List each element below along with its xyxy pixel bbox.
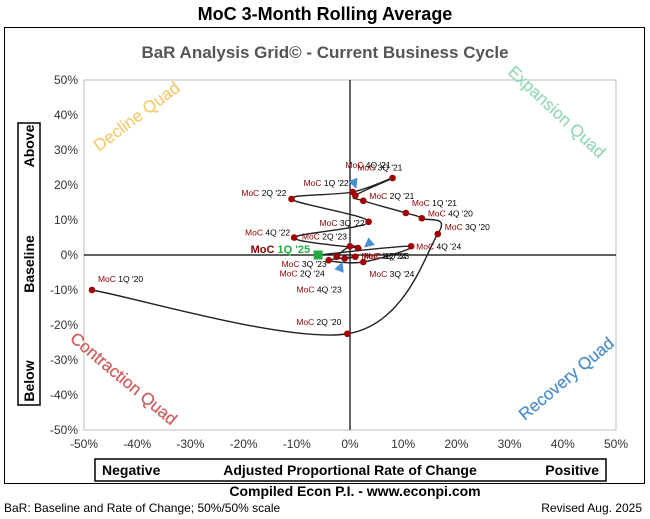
y-tick-label: 40% — [54, 108, 78, 122]
quadrant-label-expansion: Expansion Quad — [504, 62, 609, 162]
y-tick-label: -20% — [50, 318, 78, 332]
data-point — [407, 242, 415, 250]
data-point — [360, 258, 367, 266]
y-axis-title-above: Above — [21, 124, 37, 167]
point-label: MoC 4Q '21 — [345, 160, 390, 170]
y-axis-title-below: Below — [21, 360, 37, 401]
y-tick-label: 0% — [61, 248, 79, 262]
footer-note: BaR: Baseline and Rate of Change; 50%/50… — [4, 501, 281, 515]
data-point — [418, 214, 426, 222]
data-point — [402, 209, 410, 217]
revision-date: Revised Aug. 2025 — [541, 501, 642, 515]
direction-arrow — [334, 261, 344, 273]
page-title: MoC 3-Month Rolling Average — [197, 4, 453, 24]
y-tick-label: 10% — [54, 213, 78, 227]
x-tick-label: -10% — [283, 437, 311, 451]
point-label: MoC 2Q '24 — [280, 268, 325, 278]
x-tick-label: -20% — [230, 437, 258, 451]
y-tick-label: -50% — [50, 423, 78, 437]
bar-analysis-chart: BaR Analysis Grid© - Current Business Cy… — [17, 43, 628, 482]
current-point-marker — [313, 250, 323, 260]
plot-area — [83, 79, 617, 431]
chart-frame: BaR Analysis Grid© - Current Business Cy… — [4, 27, 645, 484]
point-label: MoC 1Q '24 — [361, 251, 406, 261]
point-label: MoC 1Q '23 — [364, 251, 409, 261]
x-tick-label: -40% — [123, 437, 151, 451]
y-tick-label: -30% — [50, 353, 78, 367]
data-point — [352, 253, 359, 261]
data-point — [288, 195, 295, 203]
point-label: MoC 4Q '22 — [245, 228, 290, 238]
data-points — [88, 174, 442, 338]
data-point — [290, 234, 298, 241]
data-point — [365, 218, 372, 226]
direction-arrow — [364, 237, 375, 248]
y-axis-title-baseline: Baseline — [21, 235, 37, 293]
point-label: MoC 2Q '22 — [241, 188, 286, 198]
data-point — [389, 174, 396, 182]
x-tick-label: 40% — [551, 437, 575, 451]
axis-ticks: 50% 40% 30% 20% 10% 0% -10% -20% -30% -40% -50%-50… — [50, 73, 628, 451]
data-point — [341, 255, 348, 262]
point-labels: MoC 1Q '20 MoC 2Q '20 MoC 3Q '20 MoC 4Q '20… — [98, 160, 490, 327]
data-point — [360, 197, 367, 205]
point-label: MoC 4Q '20 — [428, 208, 473, 218]
y-tick-label: -10% — [50, 283, 78, 297]
data-point — [354, 244, 362, 252]
point-label: MoC 2Q '23 — [302, 231, 347, 241]
x-tick-label: -50% — [70, 437, 98, 451]
x-axis-title-negative: Negative — [102, 462, 161, 478]
data-point — [344, 330, 351, 338]
point-label: MoC 3Q '21 — [357, 163, 402, 173]
current-point-label: MoC 1Q '25 — [251, 244, 310, 256]
point-label: MoC 4Q '23 — [297, 285, 342, 295]
point-label: MoC 3Q '20 — [445, 222, 490, 232]
data-point — [346, 242, 354, 250]
direction-arrow — [348, 177, 358, 189]
point-label: MoC 3Q '23 — [282, 259, 327, 269]
chart-title: BaR Analysis Grid© - Current Business Cy… — [141, 43, 508, 62]
data-point — [88, 286, 96, 294]
point-label: MoC 2Q '21 — [369, 191, 414, 201]
point-label: MoC 4Q '24 — [416, 241, 461, 251]
x-tick-label: 10% — [391, 437, 415, 451]
y-tick-label: 30% — [54, 143, 78, 157]
y-tick-label: -40% — [50, 388, 78, 402]
x-tick-label: 50% — [604, 437, 628, 451]
compiled-credit: Compiled Econ P.I. - www.econpi.com — [229, 483, 481, 499]
point-label: MoC 3Q '22 — [320, 218, 365, 228]
x-tick-label: 20% — [444, 437, 468, 451]
quadrant-label-recovery: Recovery Quad — [515, 334, 618, 424]
axis-title-boxes: Above Baseline Below Negative Adjusted Propo… — [17, 122, 607, 482]
x-tick-label: 30% — [498, 437, 522, 451]
point-label: MoC 3Q '24 — [369, 269, 414, 279]
x-axis-title: Adjusted Proportional Rate of Change — [223, 462, 477, 478]
point-label: MoC 1Q '20 — [98, 274, 143, 284]
point-label: MoC 1Q '22 — [304, 178, 349, 188]
data-point — [349, 188, 356, 196]
data-point — [333, 253, 341, 261]
x-tick-label: -30% — [176, 437, 204, 451]
x-axis-title-positive: Positive — [545, 462, 599, 478]
data-point — [325, 256, 333, 264]
data-point — [434, 230, 442, 238]
direction-arrows — [334, 177, 375, 273]
y-tick-label: 50% — [54, 73, 78, 87]
point-label: MoC 2Q '20 — [296, 317, 341, 327]
x-tick-label: 0% — [341, 437, 359, 451]
x-axis-title-box — [94, 458, 607, 482]
quadrant-label-decline: Decline Quad — [90, 78, 184, 155]
y-axis-title-box — [17, 122, 41, 406]
point-label: MoC 1Q '21 — [412, 198, 457, 208]
y-tick-label: 20% — [54, 178, 78, 192]
